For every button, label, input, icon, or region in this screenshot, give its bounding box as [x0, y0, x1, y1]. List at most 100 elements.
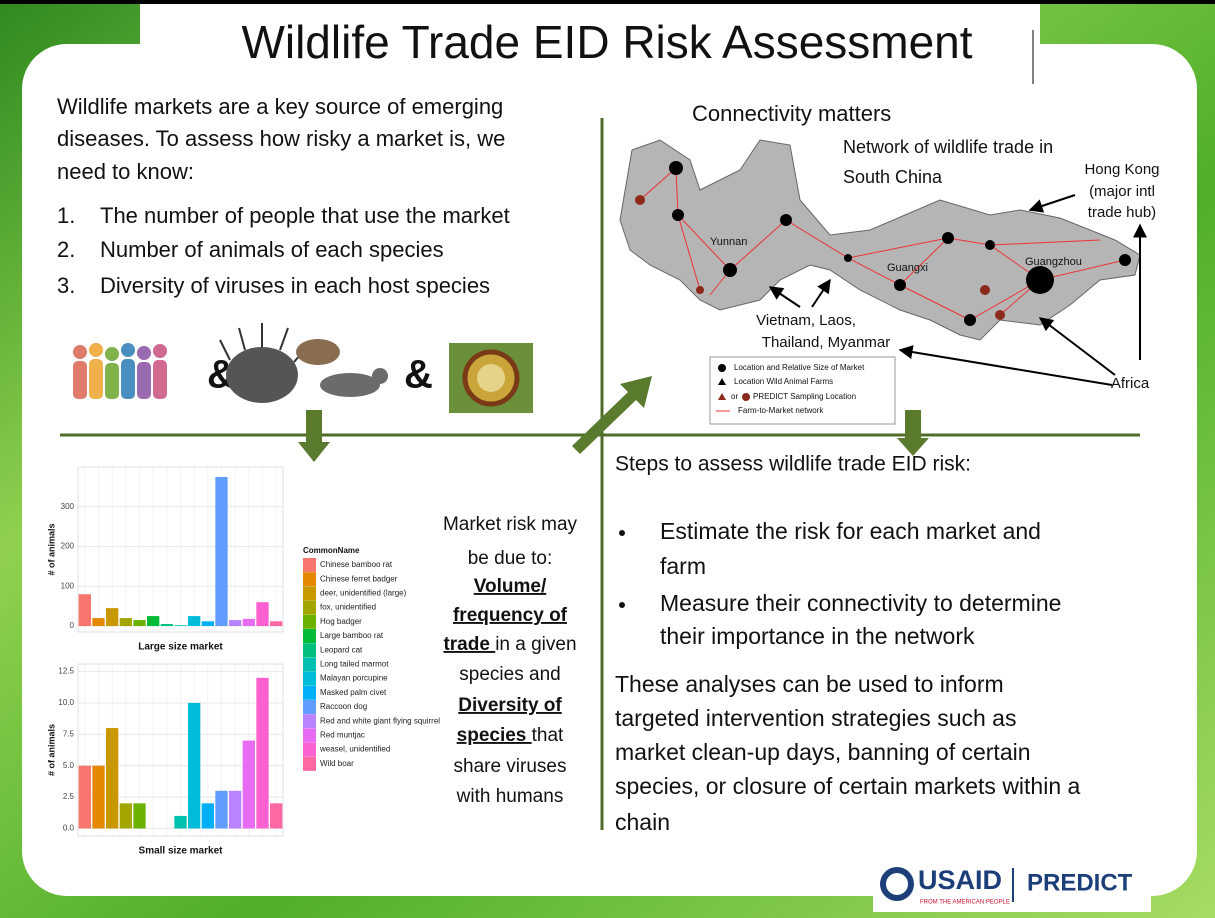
legend-key: [303, 700, 316, 714]
bar: [92, 618, 105, 627]
bar: [106, 728, 119, 829]
map-label: Thailand, Myanmar: [762, 334, 890, 351]
legend-label: Hog badger: [320, 617, 362, 626]
bar: [174, 815, 187, 829]
market-risk: Market risk may be due to: Volume/frequenc…: [443, 514, 578, 807]
bullet: [619, 602, 625, 608]
slide-title: Wildlife Trade EID Risk Assessment: [241, 16, 972, 68]
legend-key: [303, 756, 316, 771]
steps-heading: Steps to assess wildlife trade EID risk:: [615, 453, 971, 476]
bar: [215, 790, 228, 829]
bar: [119, 803, 132, 829]
legend-key: [303, 657, 316, 672]
risk-line: species that: [457, 725, 564, 746]
down-arrow: [897, 410, 929, 456]
risk-text: trade: [443, 634, 495, 655]
map-arrows: [768, 194, 1147, 386]
risk-line: species and: [459, 664, 560, 685]
bar: [119, 618, 132, 627]
bar: [92, 765, 105, 829]
map-label: Africa: [1111, 375, 1150, 392]
risk-line: be due to:: [468, 548, 553, 569]
bar: [188, 702, 201, 829]
region-label: Guangxi: [887, 262, 928, 274]
risk-text: frequency of: [453, 605, 568, 626]
legend-label: Malayan porcupine: [320, 674, 388, 683]
people-icon: [73, 343, 167, 399]
legend-label: Leopard cat: [320, 645, 363, 654]
virus-image: [449, 343, 533, 413]
legend-label: Wild boar: [320, 759, 354, 768]
plot-border: [77, 466, 284, 633]
map-subtitle: South China: [843, 167, 943, 187]
bar: [270, 803, 283, 829]
bar: [133, 803, 146, 829]
risk-text: in a given: [495, 634, 576, 655]
chart-title: Small size market: [139, 846, 224, 857]
bar: [229, 620, 242, 627]
diagonal-arrow: [572, 376, 652, 454]
item-text: Number of animals of each species: [100, 237, 444, 262]
chart-title: Large size market: [138, 642, 223, 653]
legend-key: [303, 714, 316, 729]
map-label: (major intl: [1089, 183, 1155, 200]
top-rule: [0, 0, 1215, 4]
legend-key: [303, 614, 316, 629]
map-heading: Connectivity matters: [692, 101, 891, 126]
bar: [270, 621, 283, 627]
legend-key: [303, 586, 316, 601]
item-text: The number of people that use the market: [100, 203, 510, 228]
y-tick-label: 0.0: [63, 824, 75, 833]
risk-line: frequency of: [453, 605, 568, 626]
bar: [78, 594, 91, 627]
map-legend: [709, 356, 896, 425]
bullet: [619, 530, 625, 536]
bar: [256, 677, 269, 829]
bullet-text: Estimate the risk for each market and: [660, 518, 1041, 544]
y-tick-label: 300: [61, 502, 75, 511]
legend-key: [303, 742, 316, 757]
legend-text: PREDICT Sampling Location: [753, 392, 856, 401]
risk-text: that: [532, 725, 564, 746]
legend-label: fox, unidentified: [320, 603, 376, 612]
risk-text: be due to:: [468, 548, 553, 569]
y-tick-label: 10.0: [58, 698, 74, 707]
y-tick-label: 200: [61, 542, 75, 551]
down-arrow: [298, 410, 330, 462]
risk-line: Volume/: [474, 576, 547, 597]
bar: [188, 616, 201, 627]
item-number: 1.: [57, 203, 75, 228]
y-tick-label: 100: [61, 581, 75, 590]
legend-text: Location Wild Animal Farms: [734, 377, 833, 386]
map-label: Hong Kong: [1084, 161, 1159, 178]
item-number: 2.: [57, 237, 75, 262]
legend-label: Masked palm civet: [320, 688, 387, 697]
plot-border: [77, 663, 284, 837]
legend-label: Chinese bamboo rat: [320, 560, 393, 569]
y-tick-label: 12.5: [58, 667, 74, 676]
bar: [229, 790, 242, 829]
risk-text: share viruses: [454, 756, 567, 777]
risk-text: Diversity of: [458, 695, 562, 716]
logo-tagline: FROM THE AMERICAN PEOPLE: [920, 900, 1010, 906]
bar: [242, 618, 255, 627]
conclusion-line: These analyses can be used to inform: [615, 671, 1004, 697]
y-tick-label: 0: [70, 621, 75, 630]
usaid-seal: [886, 873, 908, 895]
map: [619, 139, 1141, 341]
risk-line: share viruses: [454, 756, 567, 777]
bar: [78, 765, 91, 829]
risk-text: species: [457, 725, 532, 746]
legend-text: or: [731, 392, 738, 401]
bar: [174, 625, 187, 627]
y-tick-label: 2.5: [63, 792, 75, 801]
animals-illustration: [219, 323, 388, 403]
legend-key: [303, 629, 316, 643]
legend-label: Red muntjac: [320, 731, 365, 740]
y-tick-label: 5.0: [63, 761, 75, 770]
ampersand: &: [404, 353, 433, 397]
map-subtitle: Network of wildlife trade in: [843, 137, 1053, 157]
legend-label: deer, unidentified (large): [320, 589, 407, 598]
risk-line: with humans: [456, 786, 564, 807]
legend-key: [303, 728, 316, 743]
